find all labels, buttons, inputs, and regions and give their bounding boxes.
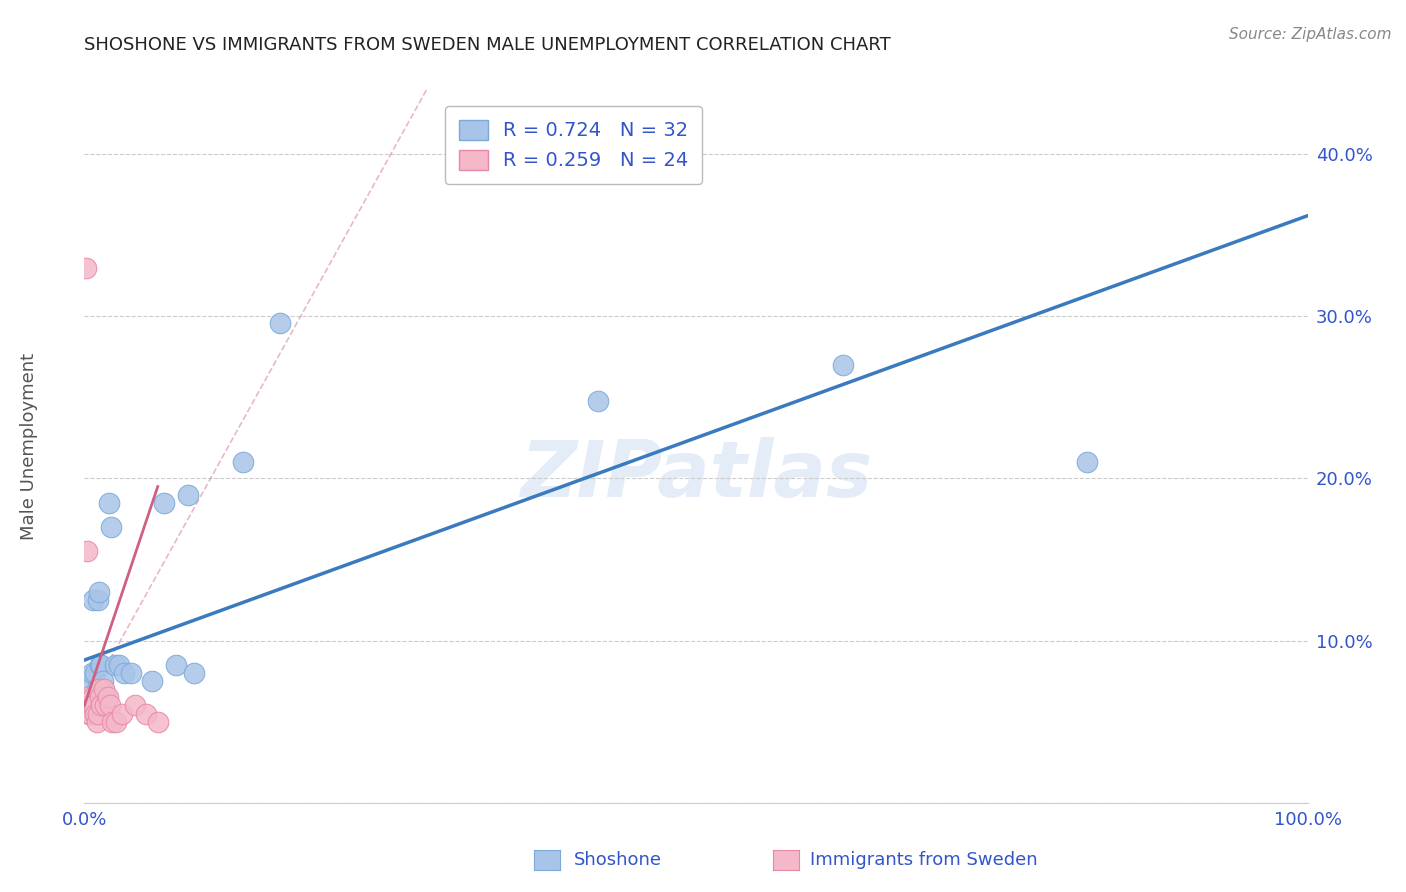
Point xyxy=(105,714,128,729)
Point xyxy=(89,657,111,672)
Point xyxy=(111,706,134,721)
Point xyxy=(101,714,124,729)
Point xyxy=(90,698,112,713)
Text: SHOSHONE VS IMMIGRANTS FROM SWEDEN MALE UNEMPLOYMENT CORRELATION CHART: SHOSHONE VS IMMIGRANTS FROM SWEDEN MALE … xyxy=(84,36,891,54)
Point xyxy=(77,706,100,721)
Point xyxy=(96,690,118,705)
Text: Male Unemployment: Male Unemployment xyxy=(20,352,38,540)
Point xyxy=(77,690,100,705)
Text: Source: ZipAtlas.com: Source: ZipAtlas.com xyxy=(1229,27,1392,42)
Point xyxy=(165,657,187,672)
Point xyxy=(232,455,254,469)
Point xyxy=(586,393,609,408)
Point xyxy=(84,706,107,721)
Text: Immigrants from Sweden: Immigrants from Sweden xyxy=(810,851,1038,869)
Point xyxy=(146,714,169,729)
Point xyxy=(82,690,104,705)
Point xyxy=(84,666,107,681)
Point xyxy=(86,714,108,729)
Point xyxy=(91,674,114,689)
Point xyxy=(183,666,205,681)
Point xyxy=(75,260,97,275)
Point xyxy=(107,657,129,672)
Point xyxy=(124,698,146,713)
Point xyxy=(87,593,110,607)
Point xyxy=(153,496,176,510)
Point xyxy=(141,674,163,689)
Point xyxy=(77,690,100,705)
Point xyxy=(76,674,98,689)
Point xyxy=(87,585,110,599)
Legend: R = 0.724   N = 32, R = 0.259   N = 24: R = 0.724 N = 32, R = 0.259 N = 24 xyxy=(446,106,702,184)
Text: ZIPatlas: ZIPatlas xyxy=(520,436,872,513)
Point xyxy=(98,698,121,713)
Point xyxy=(83,698,105,713)
Point xyxy=(97,690,120,705)
Point xyxy=(112,666,135,681)
Point xyxy=(89,690,111,705)
Point xyxy=(269,316,291,330)
Point xyxy=(86,682,108,697)
Point xyxy=(87,682,110,697)
Point xyxy=(80,666,103,681)
Point xyxy=(831,358,853,372)
Point xyxy=(100,520,122,534)
Point xyxy=(79,706,101,721)
Text: Shoshone: Shoshone xyxy=(574,851,662,869)
Point xyxy=(77,698,100,713)
Point xyxy=(90,657,112,672)
Point xyxy=(83,690,105,705)
Point xyxy=(177,488,200,502)
Point xyxy=(1076,455,1098,469)
Point xyxy=(135,706,157,721)
Point xyxy=(120,666,142,681)
Point xyxy=(80,698,103,713)
Point xyxy=(94,698,117,713)
Point xyxy=(76,544,98,558)
Point xyxy=(87,706,110,721)
Point xyxy=(97,496,120,510)
Point xyxy=(104,657,127,672)
Point xyxy=(93,682,115,697)
Point xyxy=(94,698,117,713)
Point xyxy=(93,690,115,705)
Point xyxy=(82,593,104,607)
